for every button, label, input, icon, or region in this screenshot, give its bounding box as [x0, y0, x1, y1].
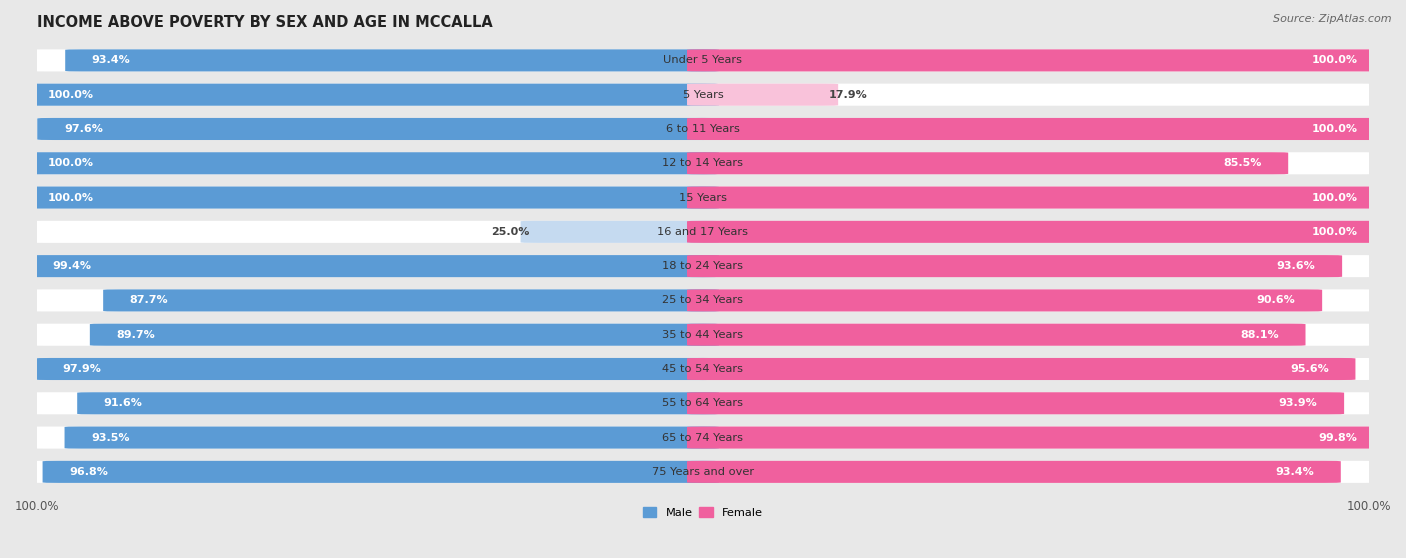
Text: 88.1%: 88.1% — [1240, 330, 1279, 340]
Text: 93.5%: 93.5% — [91, 432, 129, 442]
Text: 15 Years: 15 Years — [679, 193, 727, 203]
FancyBboxPatch shape — [21, 186, 718, 209]
FancyBboxPatch shape — [28, 152, 1378, 174]
FancyBboxPatch shape — [688, 426, 1384, 449]
Text: 6 to 11 Years: 6 to 11 Years — [666, 124, 740, 134]
Text: 65 to 74 Years: 65 to 74 Years — [662, 432, 744, 442]
FancyBboxPatch shape — [28, 221, 1378, 243]
Text: INCOME ABOVE POVERTY BY SEX AND AGE IN MCCALLA: INCOME ABOVE POVERTY BY SEX AND AGE IN M… — [37, 15, 494, 30]
FancyBboxPatch shape — [520, 221, 718, 243]
FancyBboxPatch shape — [28, 461, 1378, 483]
Text: 91.6%: 91.6% — [104, 398, 142, 408]
Text: 45 to 54 Years: 45 to 54 Years — [662, 364, 744, 374]
Text: 25 to 34 Years: 25 to 34 Years — [662, 295, 744, 305]
FancyBboxPatch shape — [688, 392, 1344, 415]
FancyBboxPatch shape — [103, 290, 718, 311]
FancyBboxPatch shape — [90, 324, 718, 346]
Text: 85.5%: 85.5% — [1223, 158, 1261, 169]
FancyBboxPatch shape — [28, 324, 1378, 346]
Text: Under 5 Years: Under 5 Years — [664, 55, 742, 65]
Text: 5 Years: 5 Years — [683, 90, 723, 100]
FancyBboxPatch shape — [688, 84, 838, 105]
FancyBboxPatch shape — [28, 426, 1378, 449]
Text: 95.6%: 95.6% — [1291, 364, 1329, 374]
FancyBboxPatch shape — [28, 392, 1378, 415]
Text: 99.8%: 99.8% — [1317, 432, 1357, 442]
Text: 100.0%: 100.0% — [1312, 55, 1358, 65]
Text: 97.9%: 97.9% — [62, 364, 101, 374]
Text: Source: ZipAtlas.com: Source: ZipAtlas.com — [1274, 14, 1392, 24]
FancyBboxPatch shape — [688, 118, 1385, 140]
FancyBboxPatch shape — [65, 426, 718, 449]
Text: 16 and 17 Years: 16 and 17 Years — [658, 227, 748, 237]
Text: 12 to 14 Years: 12 to 14 Years — [662, 158, 744, 169]
FancyBboxPatch shape — [688, 186, 1385, 209]
FancyBboxPatch shape — [77, 392, 718, 415]
Text: 17.9%: 17.9% — [828, 90, 868, 100]
FancyBboxPatch shape — [65, 49, 718, 71]
Text: 100.0%: 100.0% — [1312, 227, 1358, 237]
FancyBboxPatch shape — [42, 461, 718, 483]
Text: 90.6%: 90.6% — [1257, 295, 1295, 305]
FancyBboxPatch shape — [688, 358, 1355, 380]
FancyBboxPatch shape — [688, 461, 1341, 483]
Text: 93.9%: 93.9% — [1278, 398, 1317, 408]
Text: 100.0%: 100.0% — [48, 158, 94, 169]
FancyBboxPatch shape — [28, 358, 1378, 380]
FancyBboxPatch shape — [21, 152, 718, 174]
Legend: Male, Female: Male, Female — [638, 503, 768, 523]
Text: 89.7%: 89.7% — [117, 330, 155, 340]
FancyBboxPatch shape — [28, 118, 1378, 140]
FancyBboxPatch shape — [37, 118, 718, 140]
Text: 100.0%: 100.0% — [1312, 193, 1358, 203]
Text: 75 Years and over: 75 Years and over — [652, 467, 754, 477]
FancyBboxPatch shape — [28, 290, 1378, 311]
FancyBboxPatch shape — [688, 255, 1343, 277]
Text: 96.8%: 96.8% — [69, 467, 108, 477]
FancyBboxPatch shape — [28, 186, 1378, 209]
Text: 93.4%: 93.4% — [91, 55, 131, 65]
Text: 97.6%: 97.6% — [63, 124, 103, 134]
Text: 18 to 24 Years: 18 to 24 Years — [662, 261, 744, 271]
Text: 55 to 64 Years: 55 to 64 Years — [662, 398, 744, 408]
FancyBboxPatch shape — [25, 255, 718, 277]
FancyBboxPatch shape — [688, 290, 1322, 311]
FancyBboxPatch shape — [28, 84, 1378, 105]
Text: 25.0%: 25.0% — [492, 227, 530, 237]
Text: 87.7%: 87.7% — [129, 295, 169, 305]
Text: 100.0%: 100.0% — [48, 193, 94, 203]
FancyBboxPatch shape — [28, 255, 1378, 277]
FancyBboxPatch shape — [28, 49, 1378, 71]
Text: 100.0%: 100.0% — [48, 90, 94, 100]
Text: 93.4%: 93.4% — [1275, 467, 1315, 477]
Text: 35 to 44 Years: 35 to 44 Years — [662, 330, 744, 340]
Text: 99.4%: 99.4% — [52, 261, 91, 271]
FancyBboxPatch shape — [688, 324, 1306, 346]
FancyBboxPatch shape — [21, 84, 718, 105]
FancyBboxPatch shape — [35, 358, 718, 380]
FancyBboxPatch shape — [688, 152, 1288, 174]
Text: 100.0%: 100.0% — [1312, 124, 1358, 134]
Text: 93.6%: 93.6% — [1277, 261, 1316, 271]
FancyBboxPatch shape — [688, 49, 1385, 71]
FancyBboxPatch shape — [688, 221, 1385, 243]
